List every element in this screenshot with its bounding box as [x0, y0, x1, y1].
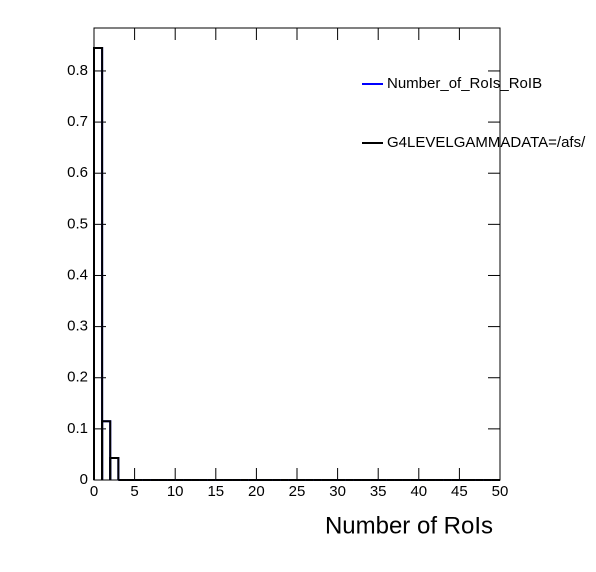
x-axis-title: Number of RoIs	[325, 512, 493, 539]
y-tick-label: 0.4	[67, 266, 88, 283]
x-tick-label: 10	[167, 483, 184, 500]
x-tick-label: 20	[248, 483, 265, 500]
y-tick-label: 0.5	[67, 215, 88, 232]
y-tick-label: 0.8	[67, 62, 88, 79]
x-tick-label: 40	[410, 483, 427, 500]
y-tick-label: 0.3	[67, 318, 88, 335]
legend-label: Number_of_RoIs_RoIB	[387, 75, 542, 92]
histogram-bin	[93, 46, 104, 480]
histogram-bin	[109, 457, 120, 480]
y-tick-label: 0.1	[67, 420, 88, 437]
histogram-bin	[109, 457, 120, 480]
histogram-bin	[101, 420, 112, 480]
x-tick-label: 0	[90, 483, 98, 500]
x-tick-label: 15	[207, 483, 224, 500]
x-tick-label: 50	[492, 483, 509, 500]
y-tick-label: 0.6	[67, 164, 88, 181]
x-tick-label: 5	[130, 483, 138, 500]
histogram-bin	[101, 420, 112, 480]
x-tick-label: 35	[370, 483, 387, 500]
y-tick-label: 0.7	[67, 113, 88, 130]
legend-label: G4LEVELGAMMADATA=/afs/	[387, 134, 586, 151]
histogram-bin	[93, 46, 104, 480]
x-tick-label: 45	[451, 483, 468, 500]
y-tick-label: 0	[80, 471, 88, 488]
x-tick-label: 30	[329, 483, 346, 500]
y-tick-label: 0.2	[67, 369, 88, 386]
x-tick-label: 25	[289, 483, 306, 500]
